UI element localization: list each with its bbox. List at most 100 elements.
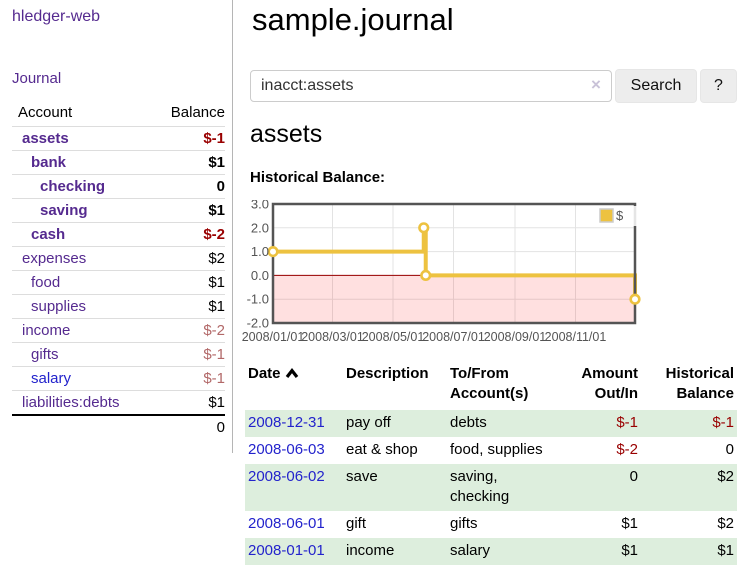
accounts-table: Account Balance assets $-1 bank $1 checking 0…	[12, 102, 225, 439]
clear-search-icon[interactable]: ×	[591, 75, 601, 94]
account-balance: $1	[148, 198, 225, 223]
transaction-amount: $-1	[616, 414, 638, 431]
account-link-bank[interactable]: bank	[31, 154, 67, 171]
register-col-balance: Historical Balance	[665, 365, 734, 402]
account-balance: $-1	[148, 366, 225, 391]
account-balance: $1	[148, 150, 225, 175]
transaction-accounts: salary	[450, 542, 491, 559]
accounts-total-value: 0	[148, 414, 225, 439]
transaction-row[interactable]: 2008-06-02 save saving, checking 0 $2	[245, 464, 737, 511]
svg-text:2008/07/01: 2008/07/01	[422, 330, 485, 344]
account-link-income[interactable]: income	[22, 322, 71, 339]
transaction-description: pay off	[346, 414, 391, 431]
account-heading: assets	[250, 120, 323, 148]
accounts-table-body: assets $-1 bank $1 checking 0 saving $1 cash $-2 e…	[12, 126, 225, 415]
transaction-amount: $-2	[616, 441, 638, 458]
transaction-balance: $2	[717, 515, 734, 532]
transaction-accounts: saving, checking	[450, 468, 510, 505]
svg-text:2008/11/01: 2008/11/01	[545, 330, 607, 344]
svg-text:2008/01/01: 2008/01/01	[242, 330, 305, 344]
transaction-balance: $-1	[712, 414, 734, 431]
transaction-description: income	[346, 542, 395, 559]
accounts-total-row: 0	[12, 414, 225, 439]
account-row: food $1	[12, 270, 225, 295]
historical-balance-chart: $3.0 2.0 1.0 0.0 -1.0 -2.02008/01/012008/03/0…	[242, 200, 641, 344]
sidebar-item-journal[interactable]: Journal	[12, 70, 62, 87]
chart-label: Historical Balance:	[250, 169, 386, 186]
register-col-description: Description	[346, 365, 429, 382]
transaction-date-link[interactable]: 2008-06-03	[248, 441, 325, 458]
account-row: cash $-2	[12, 222, 225, 247]
accounts-col-account: Account	[18, 104, 73, 121]
account-row: bank $1	[12, 150, 225, 175]
account-link-supplies[interactable]: supplies	[31, 298, 87, 315]
transaction-date-link[interactable]: 2008-06-02	[248, 468, 325, 485]
help-button[interactable]: ?	[700, 69, 737, 103]
svg-text:-1.0: -1.0	[247, 292, 269, 307]
account-link-saving[interactable]: saving	[40, 202, 88, 219]
svg-text:1.0: 1.0	[251, 244, 269, 259]
svg-text:-2.0: -2.0	[247, 316, 269, 331]
account-row: supplies $1	[12, 294, 225, 319]
account-balance: $-2	[148, 318, 225, 343]
register-table: Date Description To/From Account(s) Amou…	[245, 362, 737, 565]
register-table-body: 2008-12-31 pay off debts $-1 $-1 2008-06-03 ea…	[245, 410, 737, 565]
account-balance: $-2	[148, 222, 225, 247]
transaction-balance: $2	[717, 468, 734, 485]
transaction-amount: $1	[621, 515, 638, 532]
account-balance: $-1	[148, 342, 225, 367]
transaction-description: gift	[346, 515, 367, 532]
register-header-row: Date Description To/From Account(s) Amou…	[245, 362, 737, 410]
transaction-date-link[interactable]: 2008-12-31	[248, 414, 325, 431]
transaction-description: save	[346, 468, 378, 485]
account-row: liabilities:debts $1	[12, 390, 225, 415]
svg-text:2008/09/01: 2008/09/01	[484, 330, 547, 344]
account-link-gifts[interactable]: gifts	[31, 346, 59, 363]
account-balance: 0	[148, 174, 225, 199]
register-col-date[interactable]: Date	[245, 362, 343, 410]
svg-text:2008/05/01: 2008/05/01	[362, 330, 425, 344]
svg-text:$: $	[616, 208, 624, 223]
account-link-cash[interactable]: cash	[31, 226, 66, 243]
main-content: sample.journal × Search ? assets Histori…	[240, 0, 742, 582]
account-balance: $-1	[148, 126, 225, 151]
transaction-accounts: food, supplies	[450, 441, 543, 458]
transaction-amount: 0	[629, 468, 638, 485]
transaction-row[interactable]: 2008-01-01 income salary $1 $1	[245, 538, 737, 565]
transaction-amount: $1	[621, 542, 638, 559]
account-row: saving $1	[12, 198, 225, 223]
account-link-expenses[interactable]: expenses	[22, 250, 87, 267]
account-link-checking[interactable]: checking	[40, 178, 106, 195]
svg-text:3.0: 3.0	[251, 200, 269, 212]
search-input[interactable]	[250, 70, 612, 102]
account-balance: $1	[148, 294, 225, 319]
transaction-date-link[interactable]: 2008-01-01	[248, 542, 325, 559]
account-balance: $1	[148, 270, 225, 295]
account-link-salary[interactable]: salary	[31, 370, 72, 387]
transaction-balance: $1	[717, 542, 734, 559]
transaction-balance: 0	[725, 441, 734, 458]
account-balance: $2	[148, 246, 225, 271]
register-col-amount: Amount Out/In	[581, 365, 638, 402]
account-link-food[interactable]: food	[31, 274, 61, 291]
accounts-col-balance: Balance	[170, 104, 225, 121]
svg-text:2.0: 2.0	[251, 220, 269, 235]
transaction-row[interactable]: 2008-06-03 eat & shop food, supplies $-2 0	[245, 437, 737, 464]
transaction-date-link[interactable]: 2008-06-01	[248, 515, 325, 532]
account-link-assets[interactable]: assets	[22, 130, 69, 147]
account-link-liabilities-debts[interactable]: liabilities:debts	[22, 394, 120, 411]
account-row: expenses $2	[12, 246, 225, 271]
transaction-accounts: debts	[450, 414, 487, 431]
register-col-tofrom: To/From Account(s)	[450, 365, 529, 402]
page-title: sample.journal	[252, 2, 454, 37]
account-balance: $1	[148, 390, 225, 415]
svg-text:2008/03/01: 2008/03/01	[301, 330, 364, 344]
app-brand-link[interactable]: hledger-web	[12, 8, 101, 25]
transaction-accounts: gifts	[450, 515, 478, 532]
account-row: assets $-1	[12, 126, 225, 151]
transaction-row[interactable]: 2008-06-01 gift gifts $1 $2	[245, 511, 737, 538]
search-button[interactable]: Search	[615, 69, 697, 103]
transaction-row[interactable]: 2008-12-31 pay off debts $-1 $-1	[245, 410, 737, 437]
account-row: gifts $-1	[12, 342, 225, 367]
sort-ascending-icon[interactable]	[285, 368, 299, 379]
